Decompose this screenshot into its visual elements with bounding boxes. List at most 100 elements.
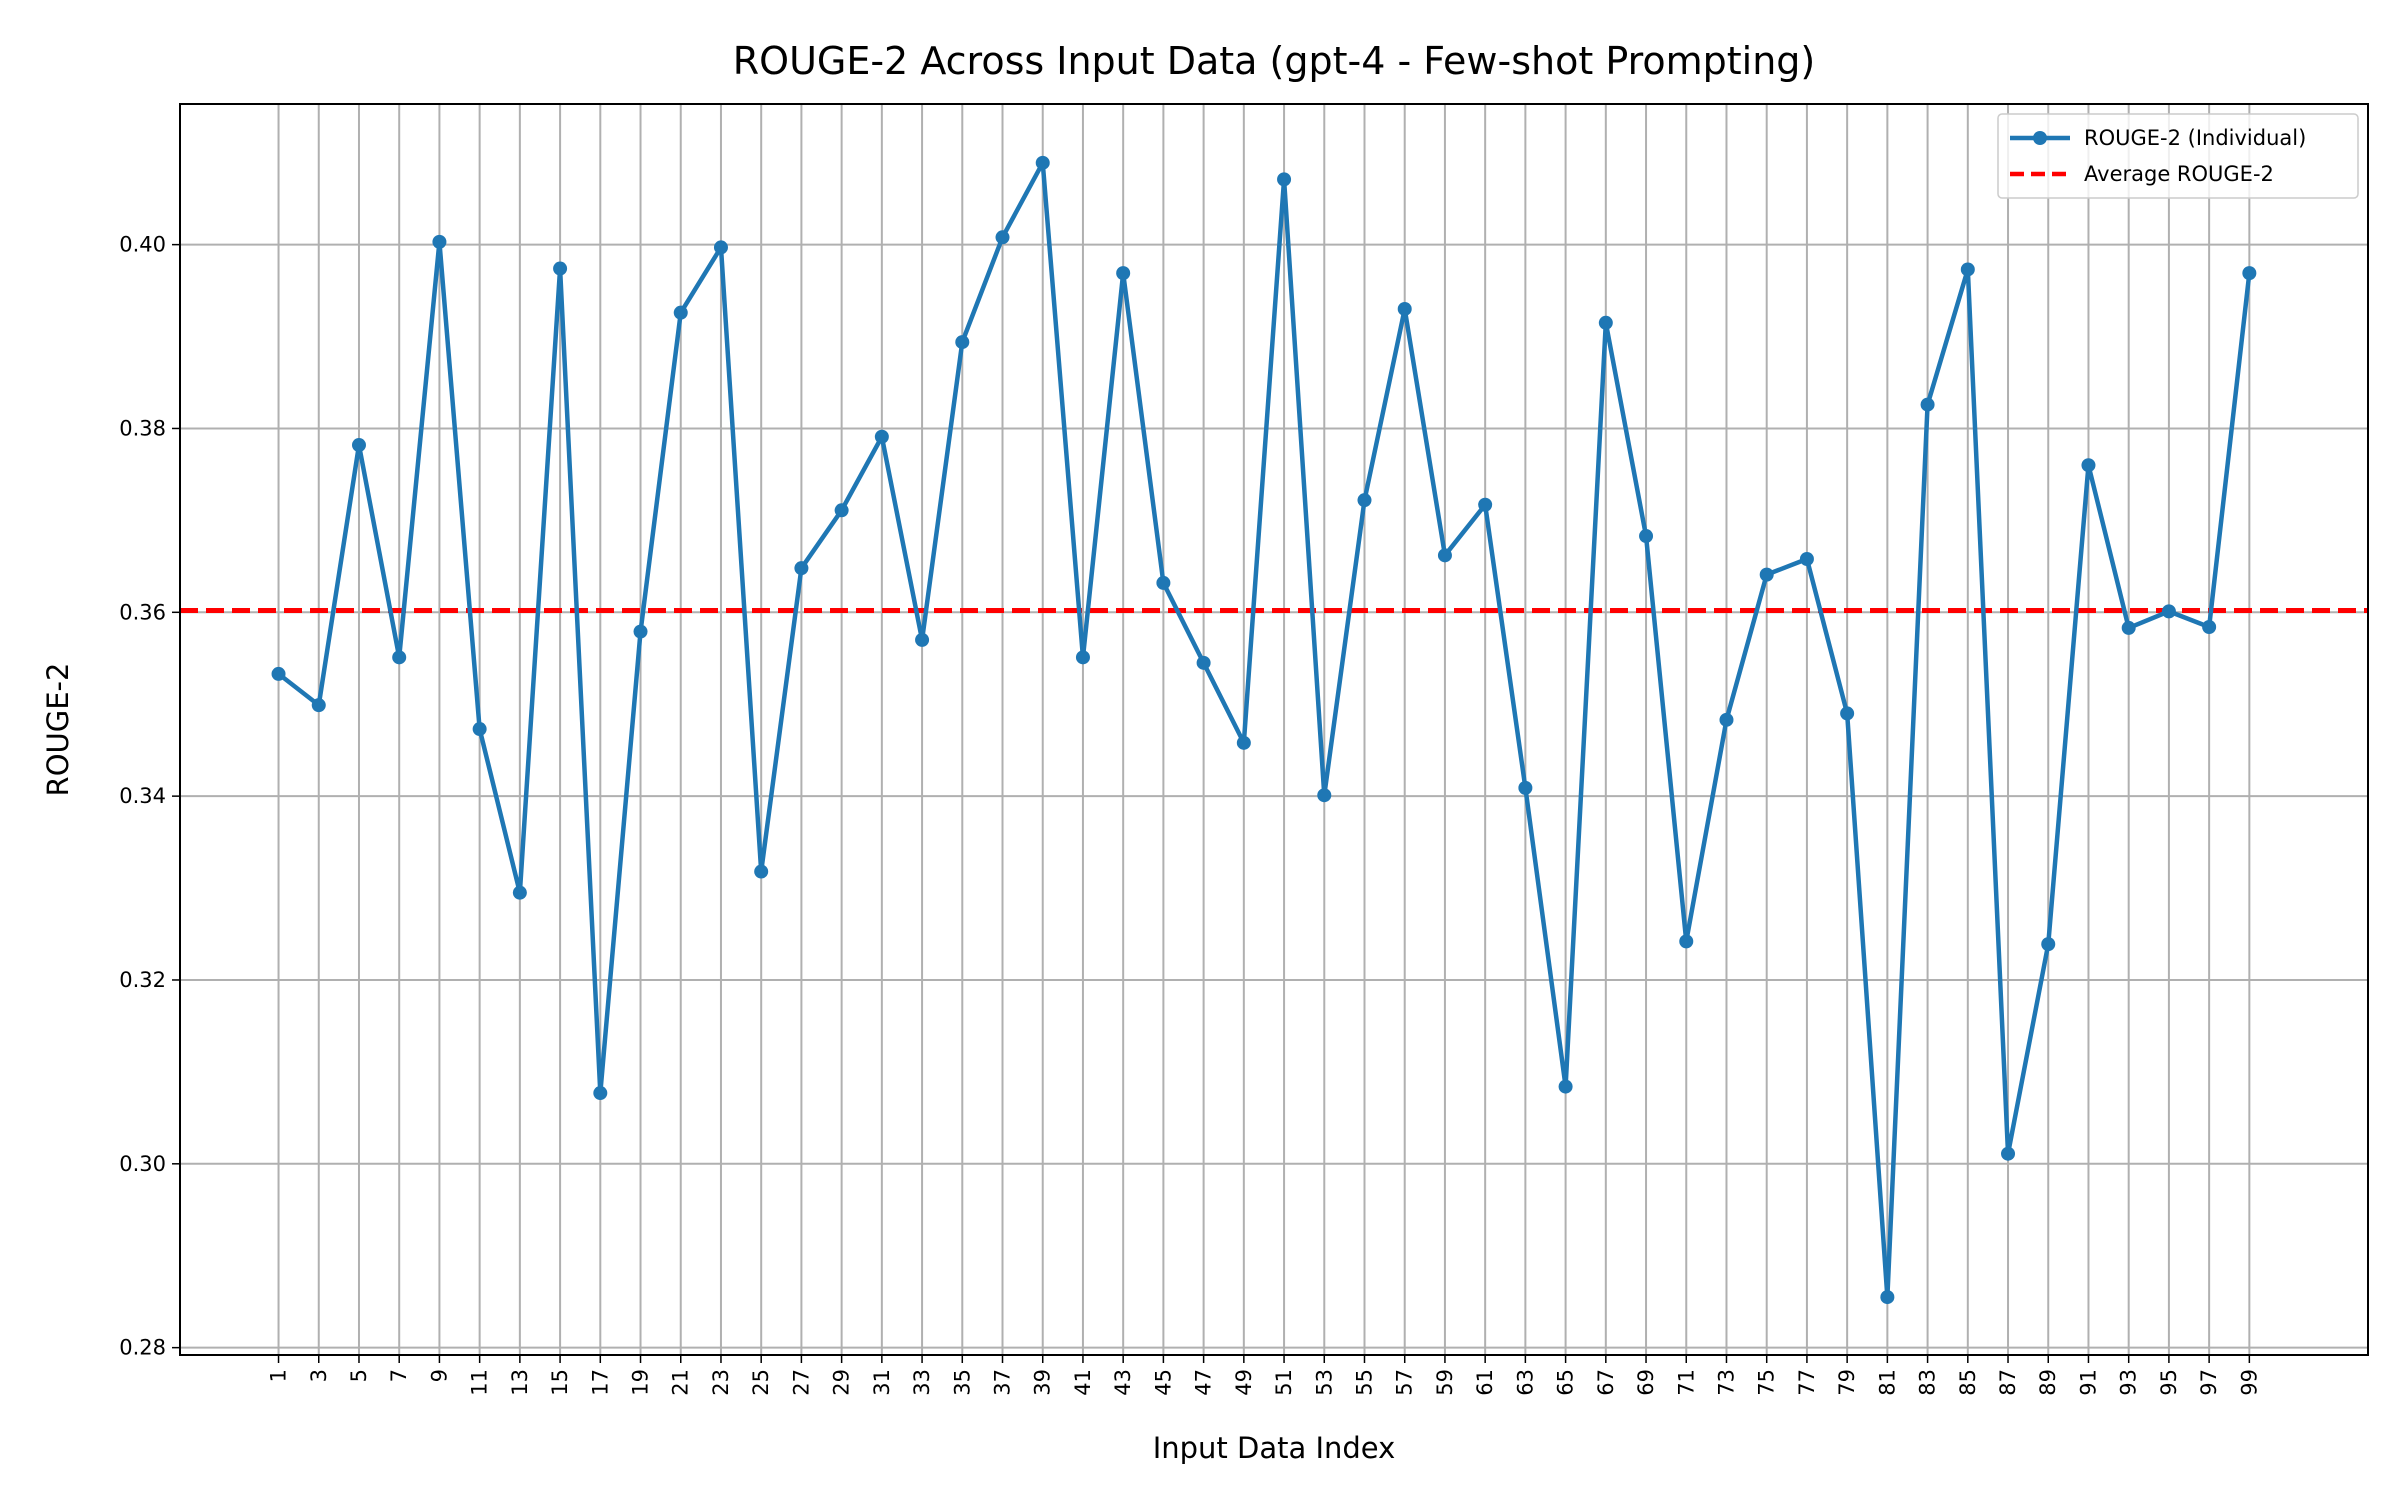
data-point (713, 240, 728, 255)
x-tick-label: 47 (1192, 1369, 1216, 1396)
series-layer (271, 155, 2257, 1305)
data-point (834, 503, 849, 518)
x-tick-label: 99 (2237, 1369, 2261, 1396)
data-point (1478, 497, 1493, 512)
legend-label-individual: ROUGE-2 (Individual) (2084, 126, 2306, 150)
data-point (1437, 548, 1452, 563)
x-tick-label: 33 (910, 1369, 934, 1396)
y-axis-label: ROUGE-2 (41, 663, 75, 797)
data-point (1598, 315, 1613, 330)
chart-title: ROUGE-2 Across Input Data (gpt-4 - Few-s… (733, 39, 1815, 83)
x-tick-label: 9 (427, 1369, 451, 1382)
data-point (1920, 397, 1935, 412)
data-point (271, 666, 286, 681)
data-point (392, 650, 407, 665)
x-tick-label: 61 (1473, 1369, 1497, 1396)
x-tick-label: 87 (1996, 1369, 2020, 1396)
data-point (754, 864, 769, 879)
y-tick-label: 0.28 (119, 1336, 166, 1360)
x-tick-label: 91 (2076, 1369, 2100, 1396)
data-point (2202, 620, 2217, 635)
x-tick-label: 41 (1071, 1369, 1095, 1396)
x-tick-label: 13 (508, 1369, 532, 1396)
data-point (2242, 266, 2257, 281)
y-tick-label: 0.40 (119, 233, 166, 257)
x-tick-label: 25 (749, 1369, 773, 1396)
x-tick-label: 21 (669, 1369, 693, 1396)
series-line-individual (277, 160, 2252, 1300)
y-tick-label: 0.32 (119, 968, 166, 992)
data-point (874, 429, 889, 444)
y-tick-label: 0.30 (119, 1152, 166, 1176)
x-tick-label: 51 (1272, 1369, 1296, 1396)
plot-frame (179, 103, 2369, 1356)
x-tick-label: 7 (387, 1369, 411, 1382)
x-tick-label: 97 (2197, 1369, 2221, 1396)
x-tick-label: 53 (1312, 1369, 1336, 1396)
x-tick-label: 23 (709, 1369, 733, 1396)
x-tick-label: 79 (1835, 1369, 1859, 1396)
x-tick-label: 95 (2157, 1369, 2181, 1396)
x-tick-label: 35 (950, 1369, 974, 1396)
data-point (955, 335, 970, 350)
data-point (1317, 788, 1332, 803)
x-tick-label: 43 (1111, 1369, 1135, 1396)
x-tick-label: 49 (1232, 1369, 1256, 1396)
data-point (1880, 1290, 1895, 1305)
data-point (995, 230, 1010, 245)
x-tick-label: 1 (267, 1369, 291, 1382)
x-tick-label: 5 (347, 1369, 371, 1382)
data-point (2081, 458, 2096, 473)
data-point (915, 632, 930, 647)
x-tick-label: 45 (1151, 1369, 1175, 1396)
data-point (1156, 575, 1171, 590)
data-point (1277, 172, 1292, 187)
data-point (2001, 1146, 2016, 1161)
data-point (1639, 529, 1654, 544)
data-point (1759, 567, 1774, 582)
data-point (311, 698, 326, 713)
data-point (1679, 934, 1694, 949)
y-tick-label: 0.34 (119, 784, 166, 808)
data-point (1719, 712, 1734, 727)
data-point (1799, 551, 1814, 566)
x-tick-label: 29 (830, 1369, 854, 1396)
x-tick-label: 3 (307, 1369, 331, 1382)
ticks: 1 3 5 7 9 11 13 15 17 19 21 23 25 27 29 31 33 35 37 39 41 43 4… (119, 233, 2261, 1396)
x-tick-label: 17 (588, 1369, 612, 1396)
data-point (1960, 262, 1975, 277)
data-point (512, 885, 527, 900)
data-point (2161, 604, 2176, 619)
data-point (432, 234, 447, 249)
data-point (1840, 706, 1855, 721)
x-tick-label: 63 (1513, 1369, 1537, 1396)
data-point (1518, 780, 1533, 795)
x-tick-label: 83 (1916, 1369, 1940, 1396)
x-tick-label: 67 (1594, 1369, 1618, 1396)
x-tick-label: 55 (1352, 1369, 1376, 1396)
x-tick-label: 59 (1433, 1369, 1457, 1396)
data-point (794, 561, 809, 576)
grid (180, 104, 2368, 1355)
x-tick-label: 15 (548, 1369, 572, 1396)
x-tick-label: 93 (2117, 1369, 2141, 1396)
x-tick-label: 89 (2036, 1369, 2060, 1396)
data-point (1397, 301, 1412, 316)
x-tick-label: 65 (1554, 1369, 1578, 1396)
x-tick-label: 75 (1755, 1369, 1779, 1396)
data-point (2041, 937, 2056, 952)
x-axis-label: Input Data Index (1153, 1431, 1396, 1465)
data-point (1558, 1079, 1573, 1094)
x-tick-label: 27 (789, 1369, 813, 1396)
data-point (593, 1086, 608, 1101)
data-point (553, 261, 568, 276)
data-point (1035, 155, 1050, 170)
x-tick-label: 11 (468, 1369, 492, 1396)
x-tick-label: 69 (1634, 1369, 1658, 1396)
x-tick-label: 81 (1875, 1369, 1899, 1396)
x-tick-label: 85 (1956, 1369, 1980, 1396)
x-tick-label: 37 (991, 1369, 1015, 1396)
data-point (1196, 655, 1211, 670)
